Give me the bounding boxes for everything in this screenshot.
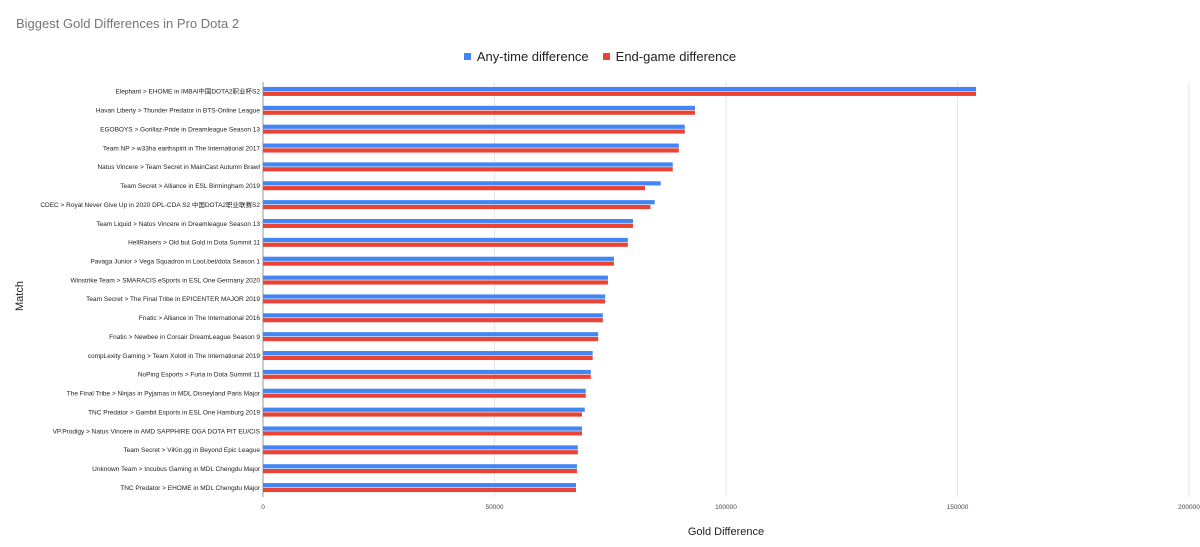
category-label: Team Secret > ViKin.gg in Beyond Epic Le… [123, 447, 260, 454]
bar-end-game [263, 431, 583, 436]
category-label: Team Secret > The Final Tribe in EPICENT… [86, 296, 260, 303]
bar-end-game [263, 280, 608, 285]
category-label: Unknown Team > Incubus Gaming in MDL Che… [92, 466, 261, 473]
bar-any-time [263, 313, 603, 318]
category-label: The Final Tribe > Ninjas in Pyjamas in M… [67, 391, 261, 398]
bar-end-game [263, 167, 673, 172]
bar-any-time [263, 218, 633, 224]
bar-end-game [263, 487, 576, 493]
bar-any-time [263, 407, 585, 412]
bar-end-game [263, 355, 593, 361]
legend-item-any-time[interactable]: Any-time difference [463, 49, 589, 64]
category-label: Natus Vincere > Team Secret in MainCast … [97, 164, 260, 171]
bar-any-time [263, 332, 599, 337]
bar-any-time [263, 143, 679, 148]
x-tick-label: 0 [261, 504, 265, 511]
bar-end-game [263, 412, 583, 417]
bar-end-game [263, 450, 578, 455]
bar-end-game [263, 148, 679, 153]
bar-any-time [263, 105, 695, 110]
category-label: Winstrike Team > SMARACIS eSports in ESL… [71, 277, 261, 284]
bar-any-time [263, 256, 614, 261]
bar-end-game [263, 223, 633, 228]
bar-any-time [263, 483, 576, 488]
bar-end-game [263, 261, 614, 266]
category-label: TNC Predator > EHOME in MDL Chengdu Majo… [120, 485, 261, 492]
legend-label-end-game: End-game difference [615, 49, 737, 64]
x-tick-label: 100000 [715, 504, 737, 511]
bar-any-time [263, 369, 591, 375]
bar-any-time [263, 351, 593, 356]
x-tick-label: 150000 [947, 504, 969, 511]
category-label: Elephant > EHOME in IMBAl中国DOTA2职业杯S2 [115, 87, 260, 96]
legend-swatch-end-game [602, 53, 610, 60]
category-label: Fnatic > Alliance in The International 2… [139, 315, 260, 322]
bar-any-time [263, 426, 583, 431]
bar-end-game [263, 374, 591, 379]
bar-any-time [263, 86, 977, 92]
category-label: Pavaga Junior > Vega Squadron in Loot.be… [90, 259, 260, 266]
bar-any-time [263, 124, 685, 129]
x-tick-label: 50000 [485, 504, 503, 511]
bar-end-game [263, 186, 645, 191]
bar-any-time [263, 275, 608, 280]
chart-legend: Any-time difference End-game difference [0, 49, 1200, 64]
bar-end-game [263, 469, 577, 474]
category-label: VP.Prodigy > Natus Vincere in AMD SAPPHI… [53, 428, 261, 435]
bar-end-game [263, 91, 977, 96]
category-label: Team Secret > Alliance in ESL Birmingham… [120, 183, 260, 190]
bar-end-game [263, 336, 599, 342]
category-label: Team NP > w33ha earthspirit in The Inter… [103, 145, 261, 152]
bar-any-time [263, 181, 661, 186]
legend-item-end-game[interactable]: End-game difference [602, 49, 737, 64]
bar-any-time [263, 445, 578, 450]
category-label: CDEC > Royal Never Give Up in 2020 DPL-C… [40, 200, 260, 209]
category-label: Team Liquid > Natus Vincere in Dreamleag… [96, 221, 260, 228]
x-axis-label: Gold Difference [687, 526, 765, 538]
category-label: HellRaisers > Old but Gold in Dota Summi… [128, 240, 260, 247]
category-label: Fnatic > Newbee in Corsair DreamLeague S… [109, 334, 260, 341]
bar-end-game [263, 318, 603, 323]
bar-end-game [263, 299, 606, 304]
bar-any-time [263, 200, 655, 205]
bar-end-game [263, 242, 628, 247]
bar-end-game [263, 110, 695, 115]
bar-end-game [263, 393, 586, 398]
legend-swatch-any-time [463, 53, 471, 60]
category-label: compLexity Gaming > Team Xolotl in The I… [88, 353, 261, 360]
category-label: NoPing Esports > Furia in Dota Summit 11 [138, 372, 261, 379]
bar-end-game [263, 129, 685, 134]
bar-any-time [263, 294, 606, 299]
bar-any-time [263, 237, 628, 243]
category-label: EGOBOYS > Gorillaz-Pride in Dreamleague … [100, 126, 260, 133]
category-label: Havan Liberty > Thunder Predator in BTS-… [96, 108, 260, 115]
category-label: TNC Predator > Gambit Esports in ESL One… [88, 409, 260, 416]
bar-any-time [263, 388, 586, 393]
x-tick-label: 200000 [1178, 504, 1200, 511]
bar-any-time [263, 162, 673, 167]
legend-label-any-time: Any-time difference [476, 49, 589, 64]
y-axis-label: Match [14, 281, 26, 311]
bar-end-game [263, 204, 651, 210]
chart-title: Biggest Gold Differences in Pro Dota 2 [16, 16, 240, 31]
bar-any-time [263, 464, 577, 469]
